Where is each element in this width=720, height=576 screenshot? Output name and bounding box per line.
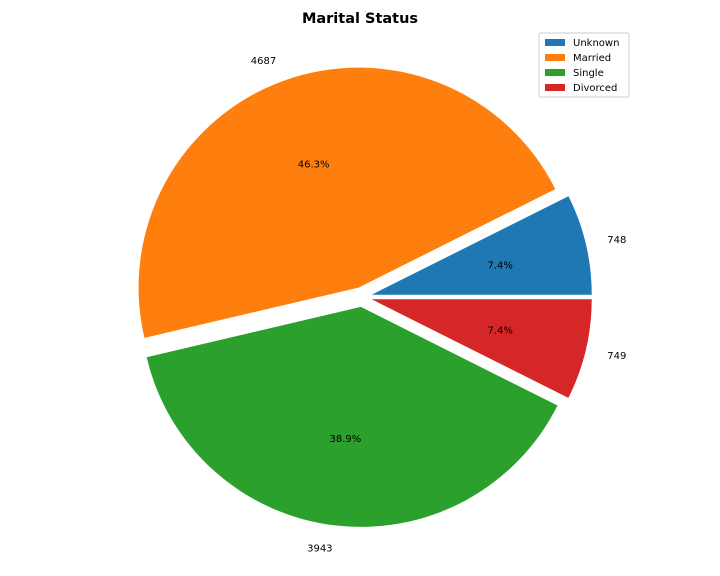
legend-swatch-married xyxy=(545,54,565,61)
legend-frame xyxy=(538,32,630,98)
pie-slice-divorced xyxy=(371,299,592,398)
legend-swatch-single xyxy=(545,69,565,76)
percent-label-divorced: 7.4% xyxy=(487,326,512,337)
value-label-single: 3943 xyxy=(307,543,332,554)
legend-swatch-divorced xyxy=(545,84,565,91)
value-label-divorced: 749 xyxy=(607,351,626,362)
legend-label-divorced: Divorced xyxy=(573,83,617,94)
legend-label-single: Single xyxy=(573,68,604,79)
legend-label-unknown: Unknown xyxy=(573,38,619,49)
value-label-married: 4687 xyxy=(251,56,276,67)
pie-slice-single xyxy=(146,306,558,527)
chart-title: Marital Status xyxy=(302,11,418,27)
pie-slice-unknown xyxy=(371,196,592,295)
legend-swatch-unknown xyxy=(545,39,565,46)
percent-label-unknown: 7.4% xyxy=(487,260,512,271)
value-label-unknown: 748 xyxy=(607,235,626,246)
pie-labels: 748 7.4% 4687 46.3% 3943 38.9% 749 7.4% xyxy=(251,56,627,554)
percent-label-married: 46.3% xyxy=(298,159,330,170)
percent-label-single: 38.9% xyxy=(330,434,362,445)
pie-slices xyxy=(138,67,592,527)
legend: Unknown Married Single Divorced xyxy=(538,32,630,98)
legend-label-married: Married xyxy=(573,53,611,64)
pie-slice-married xyxy=(138,67,556,338)
